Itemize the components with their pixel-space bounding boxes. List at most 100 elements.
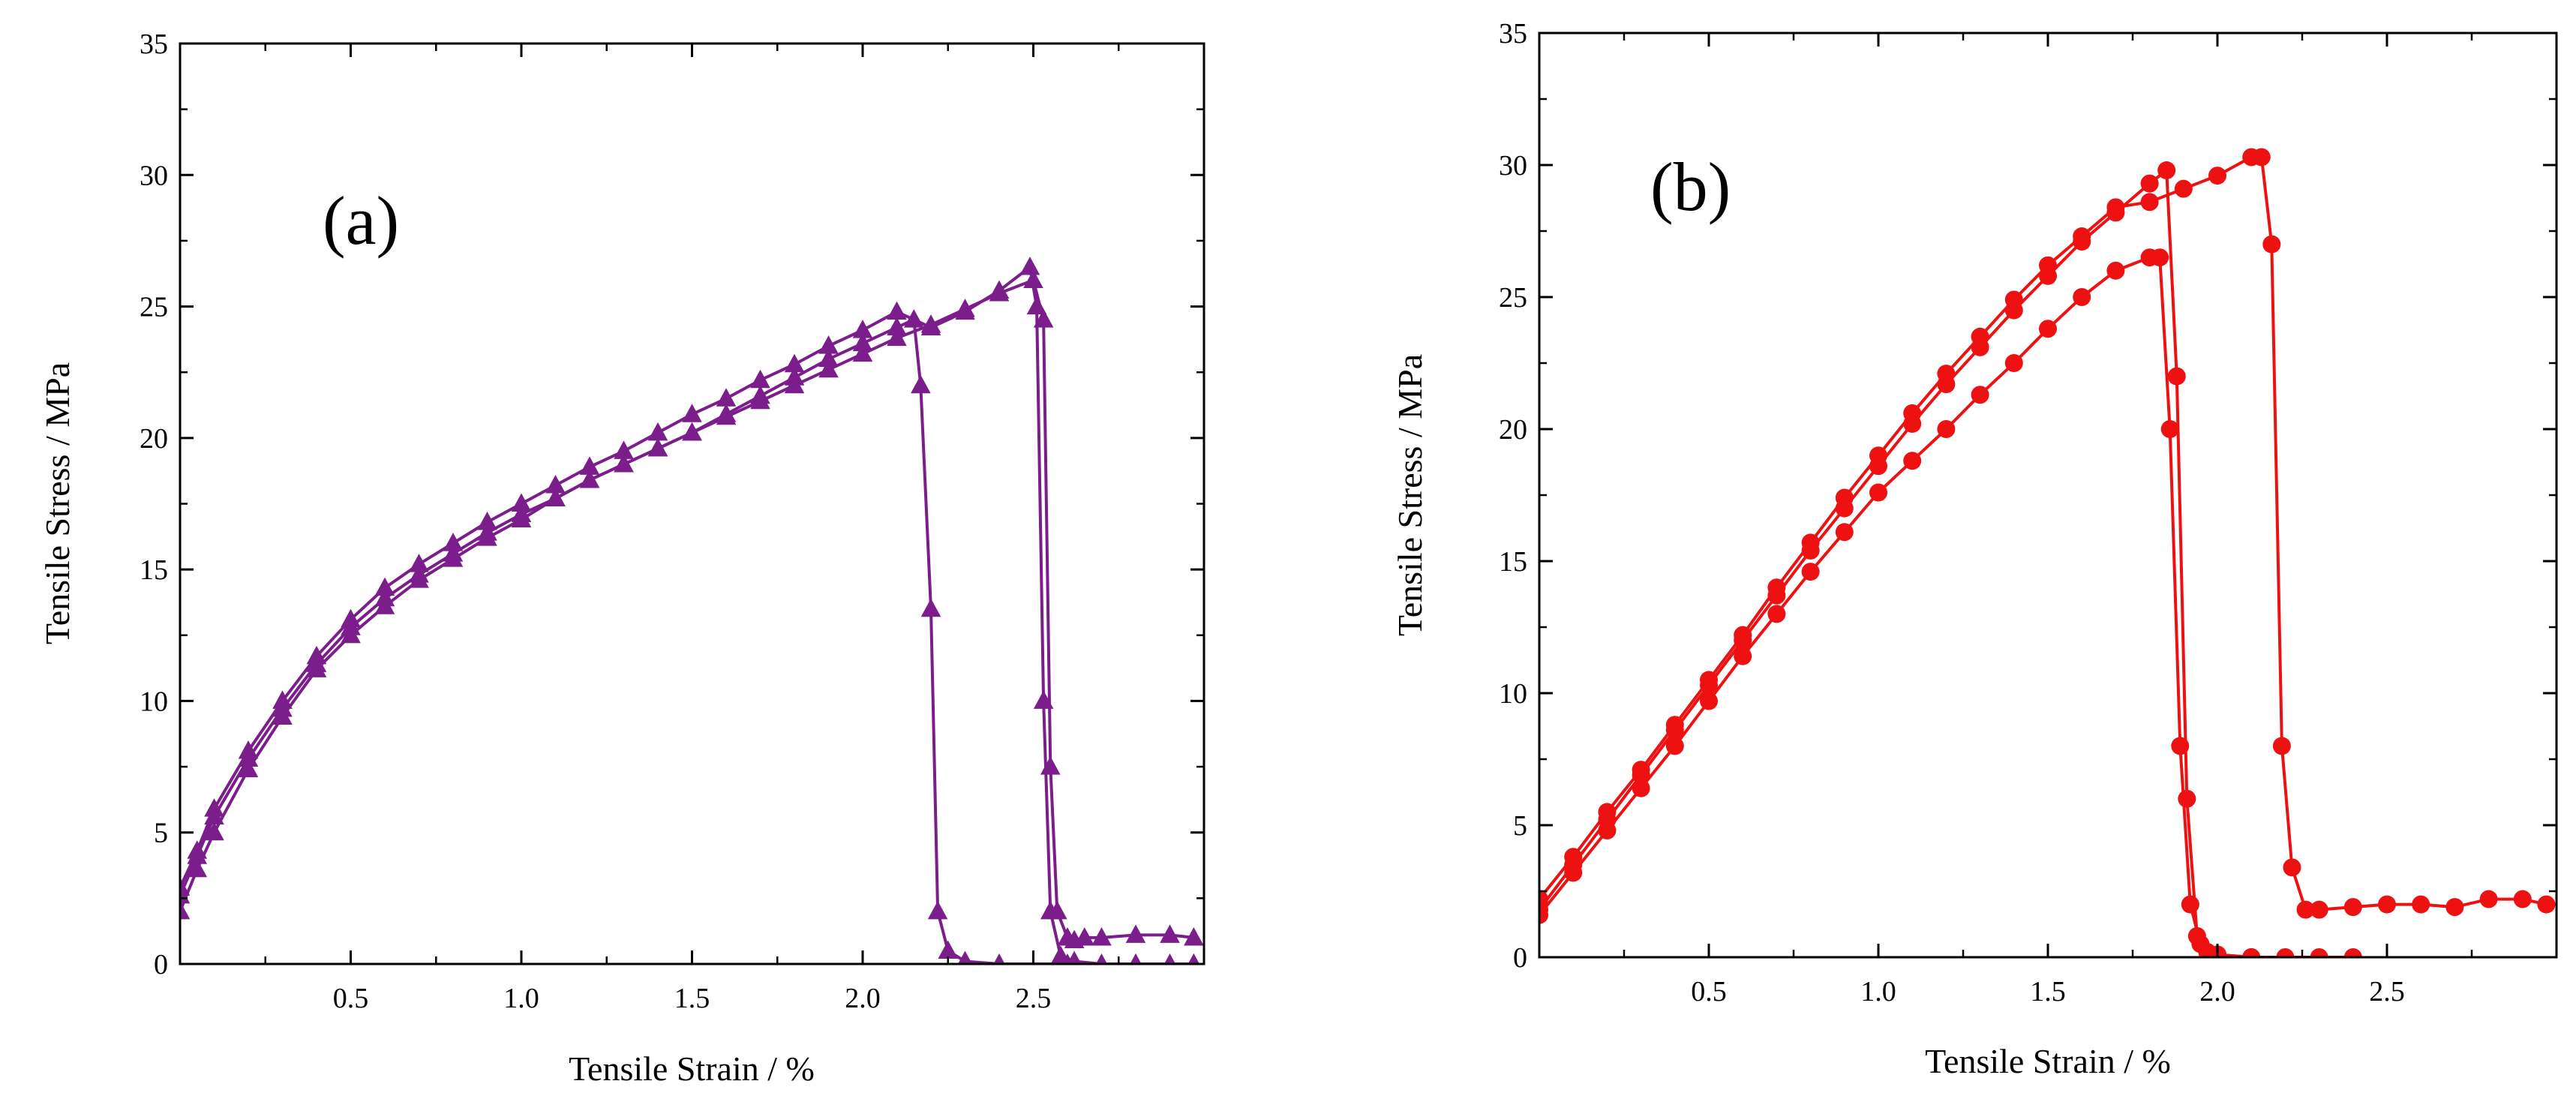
data-point bbox=[1700, 671, 1718, 689]
data-point bbox=[511, 503, 532, 523]
data-point bbox=[887, 317, 907, 336]
data-point bbox=[1632, 779, 1650, 797]
data-point bbox=[1019, 256, 1040, 275]
data-point bbox=[784, 353, 805, 373]
panel-a-series-group bbox=[180, 256, 1204, 964]
data-point bbox=[1040, 900, 1061, 920]
data-point bbox=[443, 533, 464, 551]
data-point bbox=[1130, 953, 1142, 964]
data-point bbox=[204, 798, 224, 817]
data-point bbox=[1869, 483, 1887, 502]
data-point bbox=[716, 388, 737, 407]
data-point bbox=[1734, 647, 1752, 665]
data-point bbox=[2513, 890, 2532, 908]
data-point bbox=[1767, 578, 1786, 597]
series-3 bbox=[180, 256, 1199, 964]
data-point bbox=[2106, 261, 2125, 280]
data-point bbox=[1767, 605, 1786, 623]
data-point bbox=[716, 406, 737, 425]
data-point bbox=[647, 422, 668, 441]
panel-a-label: (a) bbox=[323, 182, 399, 259]
data-point bbox=[1835, 488, 1854, 507]
data-point bbox=[750, 369, 770, 389]
data-point bbox=[1665, 737, 1684, 755]
data-point bbox=[2004, 354, 2023, 372]
data-point bbox=[1074, 926, 1095, 946]
data-point bbox=[2283, 858, 2301, 877]
data-point bbox=[614, 453, 634, 473]
panel-b-ticks: 0.5 1.0 1.5 2.0 2.5 0 5 10 15 20 25 30 35 bbox=[1499, 18, 2556, 1007]
data-point bbox=[2208, 167, 2226, 185]
data-point bbox=[272, 690, 293, 709]
data-point bbox=[1564, 848, 1583, 866]
y-tick-label: 20 bbox=[1499, 414, 1527, 446]
data-point bbox=[1869, 446, 1887, 465]
data-point bbox=[1187, 953, 1199, 964]
data-point bbox=[2276, 948, 2295, 957]
data-point bbox=[1539, 890, 1548, 908]
data-point bbox=[2073, 227, 2091, 246]
data-point bbox=[1026, 296, 1047, 315]
y-tick-label: 30 bbox=[140, 160, 168, 191]
y-tick-label: 5 bbox=[154, 818, 168, 849]
data-point bbox=[2174, 179, 2193, 198]
y-tick-label: 0 bbox=[154, 949, 168, 980]
data-point bbox=[1125, 924, 1146, 943]
data-point bbox=[409, 554, 429, 572]
data-point bbox=[2343, 948, 2362, 957]
data-point bbox=[238, 758, 259, 778]
data-point bbox=[238, 740, 259, 759]
data-point bbox=[2178, 789, 2196, 808]
data-point bbox=[180, 900, 191, 920]
data-point bbox=[1184, 926, 1204, 946]
data-point bbox=[887, 327, 907, 347]
data-point bbox=[1050, 945, 1071, 964]
data-point bbox=[1937, 365, 1956, 383]
data-point bbox=[2445, 898, 2464, 917]
data-point bbox=[993, 953, 1005, 964]
y-tick-label: 35 bbox=[140, 29, 168, 60]
data-point bbox=[2140, 174, 2159, 193]
data-point bbox=[1033, 309, 1054, 328]
data-point bbox=[955, 301, 975, 320]
data-point bbox=[784, 374, 805, 394]
data-point bbox=[911, 374, 931, 394]
x-tick-label: 2.0 bbox=[2199, 976, 2235, 1007]
data-point bbox=[341, 608, 361, 628]
data-point bbox=[1095, 953, 1108, 964]
data-point bbox=[2167, 367, 2186, 386]
data-point bbox=[579, 456, 600, 475]
x-tick-label: 2.5 bbox=[2369, 976, 2405, 1007]
y-tick-label: 15 bbox=[1499, 546, 1527, 578]
data-point bbox=[545, 474, 566, 494]
data-point bbox=[852, 332, 873, 352]
panel-b-label: (b) bbox=[1650, 149, 1731, 225]
panel-b-x-axis-label: Tensile Strain / % bbox=[1925, 1042, 2171, 1080]
data-point bbox=[927, 900, 948, 920]
data-point bbox=[938, 940, 959, 959]
data-point bbox=[1700, 692, 1718, 710]
panel-b-series-group bbox=[1539, 148, 2556, 957]
data-point bbox=[1903, 404, 1922, 422]
data-point bbox=[1971, 327, 1989, 346]
y-tick-label: 0 bbox=[1513, 942, 1527, 974]
data-point bbox=[920, 598, 941, 617]
data-point bbox=[818, 359, 839, 378]
data-point bbox=[1971, 386, 1989, 404]
data-point bbox=[511, 493, 532, 512]
data-point bbox=[2537, 895, 2556, 914]
data-point bbox=[2378, 895, 2396, 914]
panel-b-y-axis-label: Tensile Stress / MPa bbox=[1391, 354, 1429, 636]
x-tick-label: 1.0 bbox=[1860, 976, 1896, 1007]
data-point bbox=[443, 543, 464, 562]
data-point bbox=[818, 335, 839, 354]
y-tick-label: 25 bbox=[1499, 282, 1527, 314]
y-tick-label: 10 bbox=[1499, 678, 1527, 710]
data-point bbox=[2310, 948, 2328, 957]
data-point bbox=[1734, 626, 1752, 644]
data-point bbox=[2140, 193, 2159, 212]
data-point bbox=[682, 404, 702, 422]
data-point bbox=[2252, 148, 2271, 167]
panel-a-y-axis-label: Tensile Stress / MPa bbox=[38, 362, 77, 644]
x-tick-label: 1.0 bbox=[503, 983, 539, 1014]
